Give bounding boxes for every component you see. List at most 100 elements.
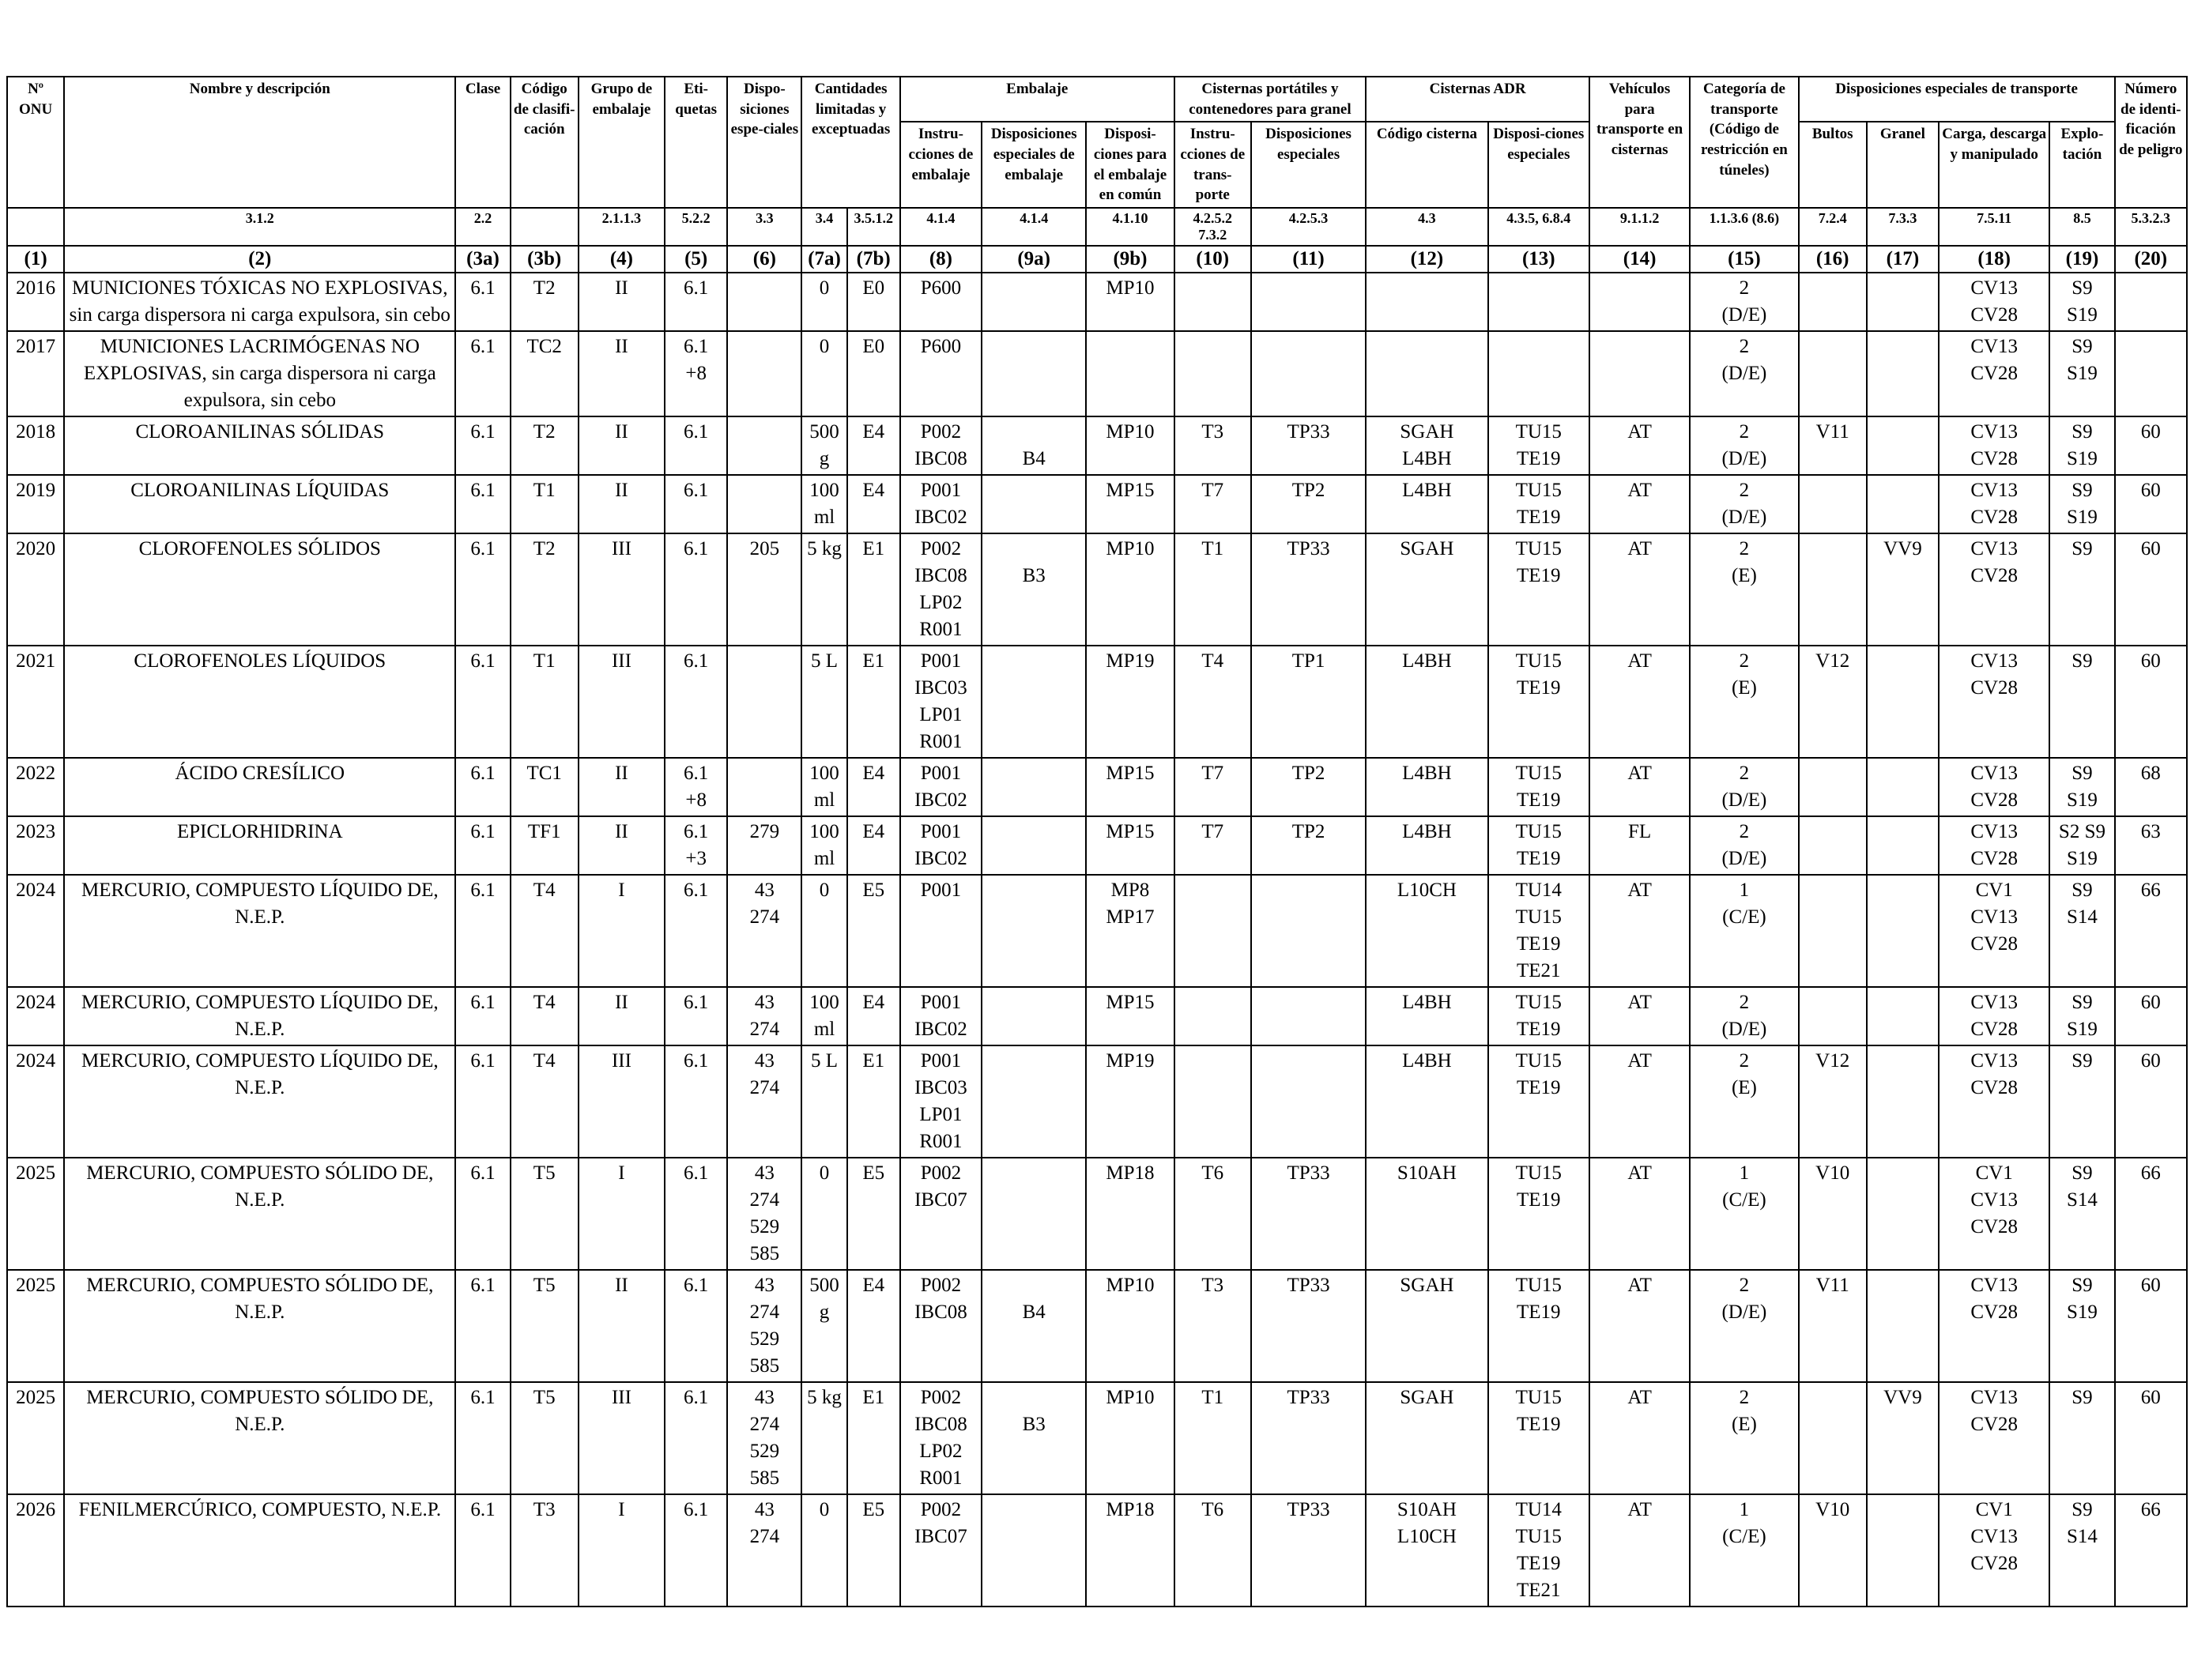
cell-c17 bbox=[1865, 1493, 1940, 1607]
un-number-cell: 2017 bbox=[6, 330, 66, 417]
cell-c11: TP2 bbox=[1250, 473, 1367, 534]
cell-c14: AT bbox=[1588, 473, 1691, 534]
table-body: 2016 MUNICIONES TÓXICAS NO EXPLOSIVAS, si… bbox=[6, 271, 2188, 1607]
cell-c3b: T5 bbox=[509, 1268, 579, 1383]
cell-c15: 2 (D/E) bbox=[1689, 756, 1800, 817]
cell-c8: P001 IBC02 bbox=[899, 473, 983, 534]
column-number: (8) bbox=[899, 244, 983, 273]
cell-c19: S9 S19 bbox=[2049, 330, 2116, 417]
name-cell: CLOROFENOLES LÍQUIDOS bbox=[63, 644, 457, 759]
cell-c18: CV13 CV28 bbox=[1938, 415, 2051, 476]
cell-c5: 6.1 bbox=[664, 532, 729, 646]
cell-c10: T4 bbox=[1173, 644, 1252, 759]
cell-c19: S9 bbox=[2049, 1044, 2116, 1158]
cell-c7b: E0 bbox=[846, 271, 901, 332]
cell-c3a: 6.1 bbox=[454, 873, 511, 988]
cell-c15: 2 (D/E) bbox=[1689, 415, 1800, 476]
cell-c9a bbox=[981, 1493, 1088, 1607]
cell-c20: 60 bbox=[2113, 644, 2188, 759]
name-cell: MERCURIO, COMPUESTO LÍQUIDO DE, N.E.P. bbox=[63, 873, 457, 988]
cell-c7b: E4 bbox=[846, 815, 901, 876]
cell-c20: 60 bbox=[2113, 985, 2188, 1046]
cell-c15: 2 (D/E) bbox=[1689, 271, 1800, 332]
cell-c12: L4BH bbox=[1365, 473, 1489, 534]
cell-c10: T1 bbox=[1173, 1381, 1252, 1495]
cell-c9a bbox=[981, 873, 1088, 988]
cell-c17: VV9 bbox=[1865, 1381, 1940, 1495]
cell-c19: S9 S19 bbox=[2049, 985, 2116, 1046]
cell-c10 bbox=[1173, 271, 1252, 332]
cell-c11: TP33 bbox=[1250, 1381, 1367, 1495]
cell-c4: II bbox=[577, 756, 666, 817]
cell-c16 bbox=[1797, 532, 1868, 646]
cell-c7b: E0 bbox=[846, 330, 901, 417]
name-cell: MERCURIO, COMPUESTO LÍQUIDO DE, N.E.P. bbox=[63, 985, 457, 1046]
cell-c11 bbox=[1250, 271, 1367, 332]
cell-c15: 2 (D/E) bbox=[1689, 985, 1800, 1046]
cell-c17 bbox=[1865, 985, 1940, 1046]
un-number-cell: 2021 bbox=[6, 644, 66, 759]
column-number: (16) bbox=[1797, 244, 1868, 273]
table-row: 2017 MUNICIONES LACRIMÓGENAS NO EXPLOSIVA… bbox=[6, 330, 2188, 417]
cell-c13: TU15 TE19 bbox=[1487, 1381, 1590, 1495]
cell-c10 bbox=[1173, 330, 1252, 417]
un-number-cell: 2023 bbox=[6, 815, 66, 876]
col-header-tank-vehicles: Vehículos para transporte en cisternas bbox=[1588, 76, 1691, 209]
cell-c3a: 6.1 bbox=[454, 330, 511, 417]
ref-c2: 3.1.2 bbox=[63, 206, 457, 247]
cell-c8: P002 IBC07 bbox=[899, 1493, 983, 1607]
col-header-class: Clase bbox=[454, 76, 511, 209]
cell-c20: 60 bbox=[2113, 473, 2188, 534]
cell-c20: 68 bbox=[2113, 756, 2188, 817]
cell-c16 bbox=[1797, 330, 1868, 417]
cell-c8: P001 IBC03 LP01 R001 bbox=[899, 1044, 983, 1158]
un-number-cell: 2018 bbox=[6, 415, 66, 476]
cell-c4: II bbox=[577, 330, 666, 417]
un-number-cell: 2022 bbox=[6, 756, 66, 817]
cell-c10: T7 bbox=[1173, 756, 1252, 817]
cell-c13: TU15 TE19 bbox=[1487, 532, 1590, 646]
col-header-un-number: Nº ONU bbox=[6, 76, 66, 209]
cell-c9a bbox=[981, 756, 1088, 817]
cell-c13: TU15 TE19 bbox=[1487, 415, 1590, 476]
cell-c16 bbox=[1797, 815, 1868, 876]
cell-c9b: MP18 bbox=[1085, 1493, 1175, 1607]
cell-c9b: MP19 bbox=[1085, 1044, 1175, 1158]
cell-c4: I bbox=[577, 873, 666, 988]
column-number: (19) bbox=[2049, 244, 2116, 273]
cell-c3a: 6.1 bbox=[454, 1044, 511, 1158]
cell-c6 bbox=[726, 330, 803, 417]
cell-c20: 63 bbox=[2113, 815, 2188, 876]
cell-c16 bbox=[1797, 271, 1868, 332]
cell-c3b: T5 bbox=[509, 1156, 579, 1271]
cell-c7b: E4 bbox=[846, 985, 901, 1046]
cell-c16 bbox=[1797, 756, 1868, 817]
cell-c7a: 100 ml bbox=[801, 473, 848, 534]
cell-c6 bbox=[726, 271, 803, 332]
un-number-cell: 2024 bbox=[6, 873, 66, 988]
cell-c9a bbox=[981, 985, 1088, 1046]
column-number: (1) bbox=[6, 244, 66, 273]
ref-c11: 4.2.5.3 bbox=[1250, 206, 1367, 247]
cell-c9a bbox=[981, 815, 1088, 876]
cell-c16: V11 bbox=[1797, 415, 1868, 476]
cell-c16: V12 bbox=[1797, 1044, 1868, 1158]
cell-c13: TU15 TE19 bbox=[1487, 644, 1590, 759]
cell-c19: S9 S19 bbox=[2049, 1268, 2116, 1383]
cell-c17 bbox=[1865, 644, 1940, 759]
cell-c7b: E1 bbox=[846, 1381, 901, 1495]
cell-c15: 2 (D/E) bbox=[1689, 1268, 1800, 1383]
col-header-packing-instructions: Instru-cciones de embalaje bbox=[899, 121, 983, 209]
cell-c7b: E1 bbox=[846, 532, 901, 646]
col-header-adr-tank-provisions: Disposi-ciones especiales bbox=[1487, 121, 1590, 209]
ref-c4: 2.1.1.3 bbox=[577, 206, 666, 247]
cell-c12: SGAH L4BH bbox=[1365, 415, 1489, 476]
cell-c12: SGAH bbox=[1365, 1268, 1489, 1383]
cell-c11: TP33 bbox=[1250, 532, 1367, 646]
cell-c3a: 6.1 bbox=[454, 1493, 511, 1607]
cell-c3b: T3 bbox=[509, 1493, 579, 1607]
cell-c17: VV9 bbox=[1865, 532, 1940, 646]
name-cell: CLOROANILINAS SÓLIDAS bbox=[63, 415, 457, 476]
ref-c8: 4.1.4 bbox=[899, 206, 983, 247]
cell-c8: P002 IBC08 bbox=[899, 415, 983, 476]
